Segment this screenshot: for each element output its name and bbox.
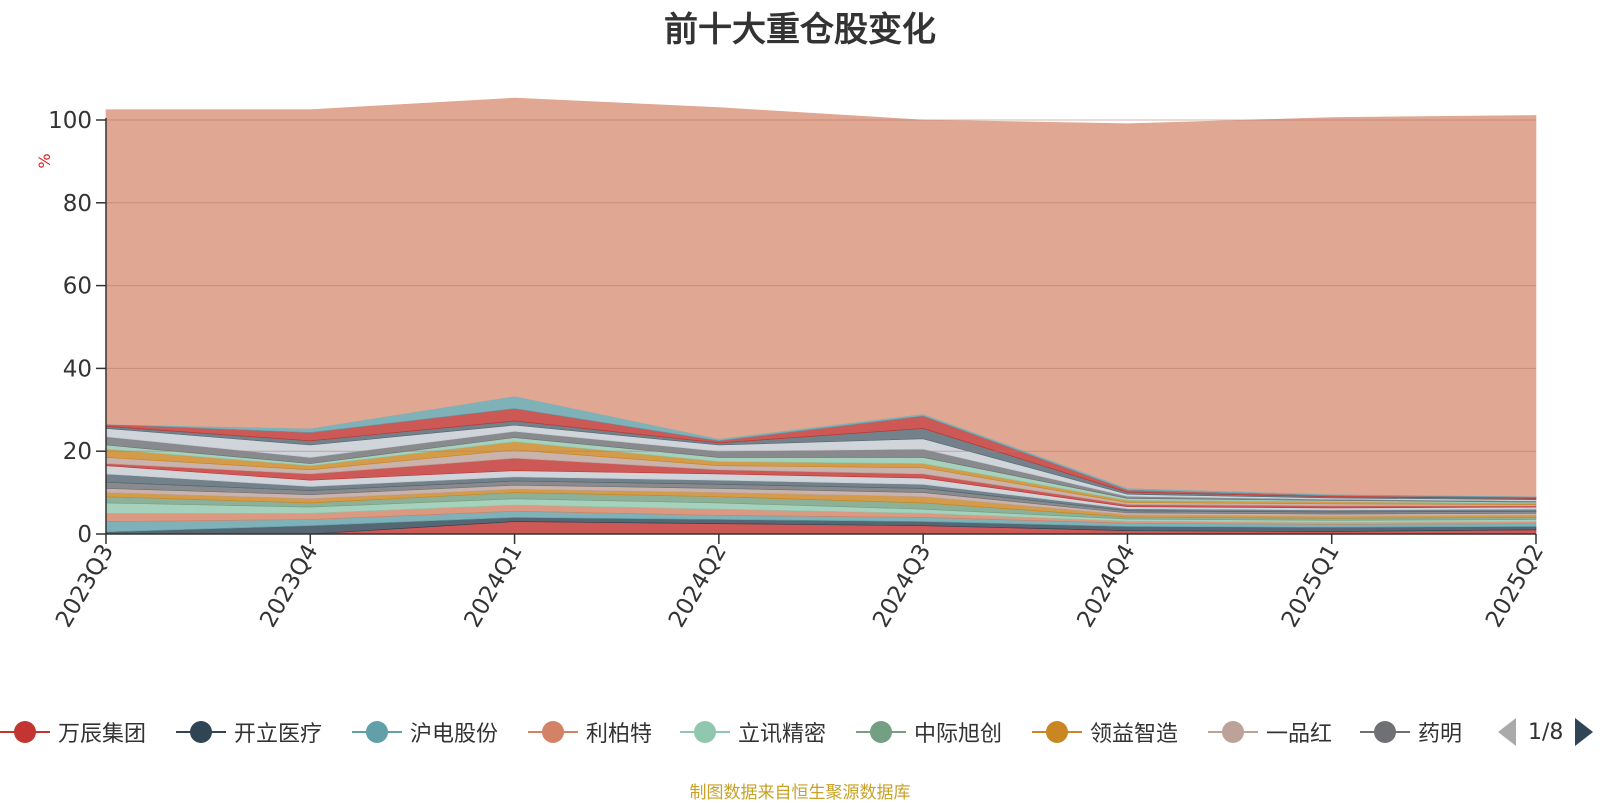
y-tick-label-20: 20 [63, 439, 92, 465]
legend-item-7[interactable]: 一品红 [1208, 712, 1332, 752]
legend-marker-icon [856, 717, 906, 747]
x-tick-label-2024Q3: 2024Q3 [868, 540, 936, 632]
legend-items: 万辰集团 开立医疗 沪电股份 利柏特 立讯精密 中际旭创 领益智造 一品红 药明 [0, 712, 1480, 752]
area-series-20 [105, 97, 1537, 497]
legend-label: 立讯精密 [738, 722, 827, 747]
chart-plot: 0 20 40 60 80 100% 2023Q3 2023Q4 2024Q1 2024Q2 202… [35, 97, 1549, 632]
legend-label: 中际旭创 [914, 722, 1003, 747]
legend-label: 领益智造 [1090, 722, 1179, 747]
legend-item-8[interactable]: 药明 [1360, 712, 1462, 752]
legend-label: 利柏特 [586, 722, 653, 747]
legend-marker-icon [176, 717, 226, 747]
legend-marker-icon [0, 717, 50, 747]
legend-marker-icon [1360, 717, 1410, 747]
legend-label: 沪电股份 [410, 722, 499, 747]
x-tick-label-2023Q3: 2023Q3 [51, 540, 119, 632]
legend-item-1[interactable]: 开立医疗 [176, 712, 322, 752]
source-note: 制图数据来自恒生聚源数据库 [689, 783, 911, 803]
legend-item-6[interactable]: 领益智造 [1032, 712, 1178, 752]
pager-prev-icon[interactable] [1498, 718, 1516, 746]
legend-marker-icon [1208, 717, 1258, 747]
y-tick-label-40: 40 [63, 356, 92, 382]
y-axis-label: % [35, 153, 54, 168]
x-tick-label-2025Q2: 2025Q2 [1481, 540, 1549, 632]
x-tick-label-2024Q1: 2024Q1 [460, 540, 528, 632]
legend-label: 药明 [1418, 722, 1463, 747]
legend-label: 万辰集团 [58, 722, 147, 747]
y-tick-label-0: 0 [77, 522, 92, 548]
legend-item-3[interactable]: 利柏特 [528, 712, 652, 752]
legend-label: 开立医疗 [234, 722, 323, 747]
legend: 万辰集团 开立医疗 沪电股份 利柏特 立讯精密 中际旭创 领益智造 一品红 药明 1/8 [0, 712, 1600, 752]
y-tick-label-100: 100 [48, 108, 92, 134]
y-tick-label-60: 60 [63, 274, 92, 300]
pager-next-icon[interactable] [1575, 718, 1594, 746]
legend-pager: 1/8 [1498, 712, 1594, 752]
legend-marker-icon [528, 717, 578, 747]
legend-item-2[interactable]: 沪电股份 [352, 712, 498, 752]
x-tick-label-2024Q2: 2024Q2 [664, 540, 732, 632]
legend-marker-icon [1032, 717, 1082, 747]
legend-item-5[interactable]: 中际旭创 [856, 712, 1002, 752]
pager-text: 1/8 [1528, 719, 1564, 745]
x-tick-label-2025Q1: 2025Q1 [1277, 540, 1345, 632]
legend-marker-icon [680, 717, 730, 747]
y-tick-label-80: 80 [63, 191, 92, 217]
chart-title: 前十大重仓股变化 [664, 10, 936, 50]
legend-item-4[interactable]: 立讯精密 [680, 712, 826, 752]
legend-marker-icon [352, 717, 402, 747]
legend-label: 一品红 [1266, 722, 1333, 747]
legend-item-0[interactable]: 万辰集团 [0, 712, 146, 752]
x-tick-label-2023Q4: 2023Q4 [255, 540, 323, 632]
x-tick-label-2024Q4: 2024Q4 [1072, 540, 1140, 632]
